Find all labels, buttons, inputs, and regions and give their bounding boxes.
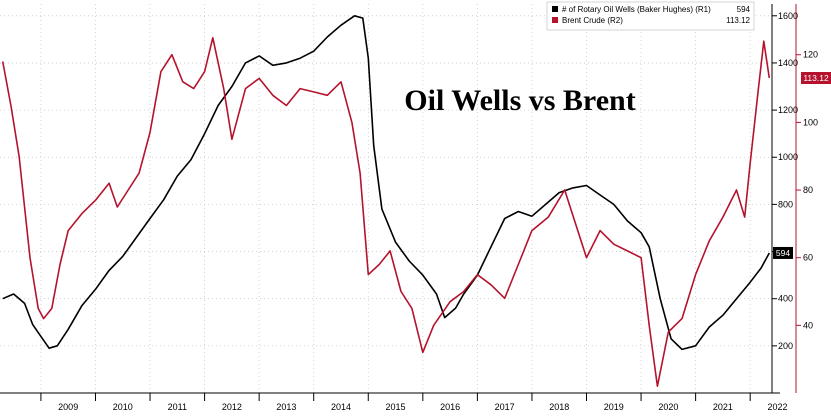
series-layer [1,15,771,387]
r2-tick-label: 100 [803,117,818,127]
series-line-rotary-oil-wells [2,15,771,351]
legend-series-value: 594 [737,5,751,14]
r2-tick-label: 120 [803,50,818,60]
r2-last-value-label: 113.12 [803,73,829,83]
grid [0,4,772,393]
x-tick-label: 2018 [549,402,569,412]
legend-series-value: 113.12 [726,16,750,25]
r1-tick-label: 200 [778,341,793,351]
r1-last-value-badge [773,246,793,259]
legend-box [546,1,755,31]
r1-tick-label: 400 [778,294,793,304]
x-tick-label: 2014 [331,402,351,412]
r1-tick-label: 800 [778,199,793,209]
r2-last-value-badge [801,72,831,85]
x-tick-label: 2019 [604,402,624,412]
r1-tick-label: 1400 [778,58,798,68]
legend-swatch [552,6,558,12]
x-tick-label: 2022 [767,402,787,412]
legend-series-name: Brent Crude (R2) [562,16,623,25]
r1-last-value-label: 594 [776,248,790,258]
legend-series-name: # of Rotary Oil Wells (Baker Hughes) (R1… [562,5,711,14]
x-tick-label: 2015 [386,402,406,412]
x-tick-label: 2016 [440,402,460,412]
r1-tick-label: 1200 [778,105,798,115]
x-tick-label: 2010 [113,402,133,412]
r2-tick-label: 60 [803,253,813,263]
x-tick-label: 2012 [222,402,242,412]
x-tick-label: 2011 [168,402,187,412]
x-tick-label: 2017 [495,402,515,412]
x-tick-label: 2009 [58,402,78,412]
legend: # of Rotary Oil Wells (Baker Hughes) (R1… [546,1,755,31]
r1-tick-label: 1600 [778,11,798,21]
r2-tick-label: 80 [803,185,813,195]
r1-tick-label: 1000 [778,152,798,162]
chart-title: Oil Wells vs Brent [404,84,635,117]
series-line-brent-crude [1,37,771,387]
axes: 2009 2010 2011 2012 2013 2014 2015 2016 2017 2018… [0,4,831,412]
x-tick-label: 2021 [713,402,733,412]
x-tick-label: 2020 [658,402,678,412]
legend-swatch [552,17,558,23]
r2-tick-label: 40 [803,320,813,330]
x-tick-label: 2013 [276,402,296,412]
